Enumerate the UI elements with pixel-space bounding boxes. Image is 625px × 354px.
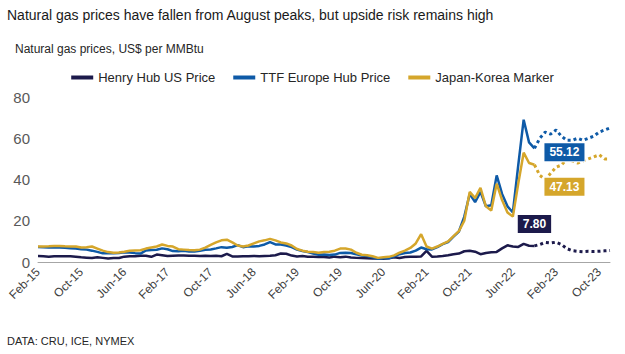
svg-text:7.80: 7.80 [523,217,547,231]
svg-text:TTF Europe Hub Price: TTF Europe Hub Price [260,70,390,85]
svg-text:Oct-19: Oct-19 [310,265,346,301]
svg-text:Oct-23: Oct-23 [569,265,605,301]
svg-text:Feb-23: Feb-23 [524,265,561,302]
svg-text:Natural gas prices have fallen: Natural gas prices have fallen from Augu… [7,7,493,23]
svg-text:Feb-17: Feb-17 [136,265,173,302]
svg-text:Jun-16: Jun-16 [93,265,129,301]
svg-text:47.13: 47.13 [549,180,579,194]
svg-text:Oct-15: Oct-15 [51,265,87,301]
svg-text:0: 0 [21,253,30,271]
svg-text:Japan-Korea Marker: Japan-Korea Marker [435,70,554,85]
svg-text:Oct-21: Oct-21 [439,265,475,301]
svg-text:Henry Hub US Price: Henry Hub US Price [98,70,215,85]
svg-text:Jun-22: Jun-22 [482,265,518,301]
svg-text:40: 40 [13,171,30,188]
svg-text:Jun-18: Jun-18 [223,265,259,301]
svg-text:Jun-20: Jun-20 [352,265,388,301]
svg-text:Natural gas prices, US$ per MM: Natural gas prices, US$ per MMBtu [15,42,204,56]
svg-text:80: 80 [13,89,30,106]
svg-text:Feb-21: Feb-21 [395,265,432,302]
svg-text:Feb-19: Feb-19 [265,265,302,302]
svg-text:20: 20 [13,212,30,229]
svg-text:60: 60 [13,130,30,147]
svg-text:Oct-17: Oct-17 [180,265,216,301]
svg-text:55.12: 55.12 [549,145,579,159]
svg-text:Feb-15: Feb-15 [6,265,43,302]
svg-text:DATA: CRU, ICE, NYMEX: DATA: CRU, ICE, NYMEX [7,335,135,347]
